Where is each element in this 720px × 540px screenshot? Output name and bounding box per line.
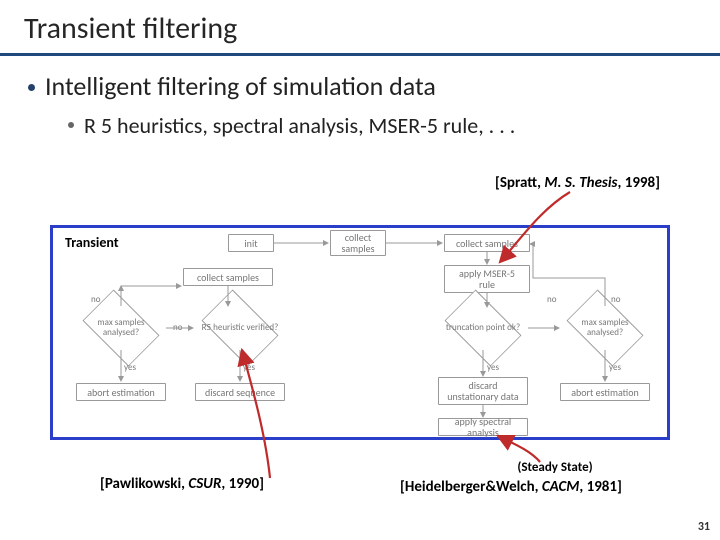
node-discard-unstationary: discard unstationary data	[438, 377, 528, 405]
node-truncation: truncation point ok?	[438, 306, 528, 350]
node-init: init	[228, 234, 274, 252]
edge-no: no	[611, 294, 620, 305]
bullet-level-2: R 5 heuristics, spectral analysis, MSER-…	[68, 112, 696, 139]
bullet-level-1: Intelligent filtering of simulation data	[28, 70, 696, 102]
edge-no: no	[91, 294, 100, 305]
node-discard-sequence: discard sequence	[195, 383, 285, 401]
edge-no: no	[173, 322, 182, 333]
page-title: Transient filtering	[24, 10, 696, 47]
citation-top: [Spratt, M. S. Thesis, 1998]	[495, 174, 660, 192]
title-rule	[0, 53, 720, 56]
edge-no: no	[547, 294, 556, 305]
citation-bottom-right: [Heidelberger&Welch, CACM, 1981]	[400, 478, 622, 496]
edge-yes: yes	[243, 362, 255, 373]
node-abort-right: abort estimation	[560, 383, 650, 401]
node-abort-left: abort estimation	[76, 383, 166, 401]
node-mser: apply MSER-5 rule	[444, 265, 530, 293]
bullet-dot-icon	[68, 122, 74, 128]
transient-label: Transient	[65, 234, 119, 251]
node-spectral: apply spectral analysis	[438, 418, 528, 436]
node-collect-1: collect samples	[330, 230, 386, 256]
bullet-1-text: Intelligent filtering of simulation data	[45, 70, 436, 102]
node-collect-samples-left: collect samples	[183, 268, 273, 286]
bullet-dot-icon	[28, 84, 35, 91]
edge-yes: yes	[609, 362, 621, 373]
page-number: 31	[698, 520, 710, 534]
node-max-samples-right: max samples analysed?	[560, 306, 650, 350]
edge-yes: yes	[124, 362, 136, 373]
flowchart-frame: Transient init collect samples collect s…	[50, 225, 670, 440]
node-max-samples-left: max samples analysed?	[76, 306, 166, 350]
node-r5-heuristic: R5 heuristic verified?	[195, 306, 285, 350]
citation-steady-state: (Steady State)	[440, 460, 670, 475]
citation-bottom-left: [Pawlikowski, CSUR, 1990]	[100, 475, 264, 493]
edge-yes: yes	[487, 362, 499, 373]
node-collect-samples: collect samples	[444, 234, 530, 252]
bullet-2-text: R 5 heuristics, spectral analysis, MSER-…	[84, 112, 515, 139]
